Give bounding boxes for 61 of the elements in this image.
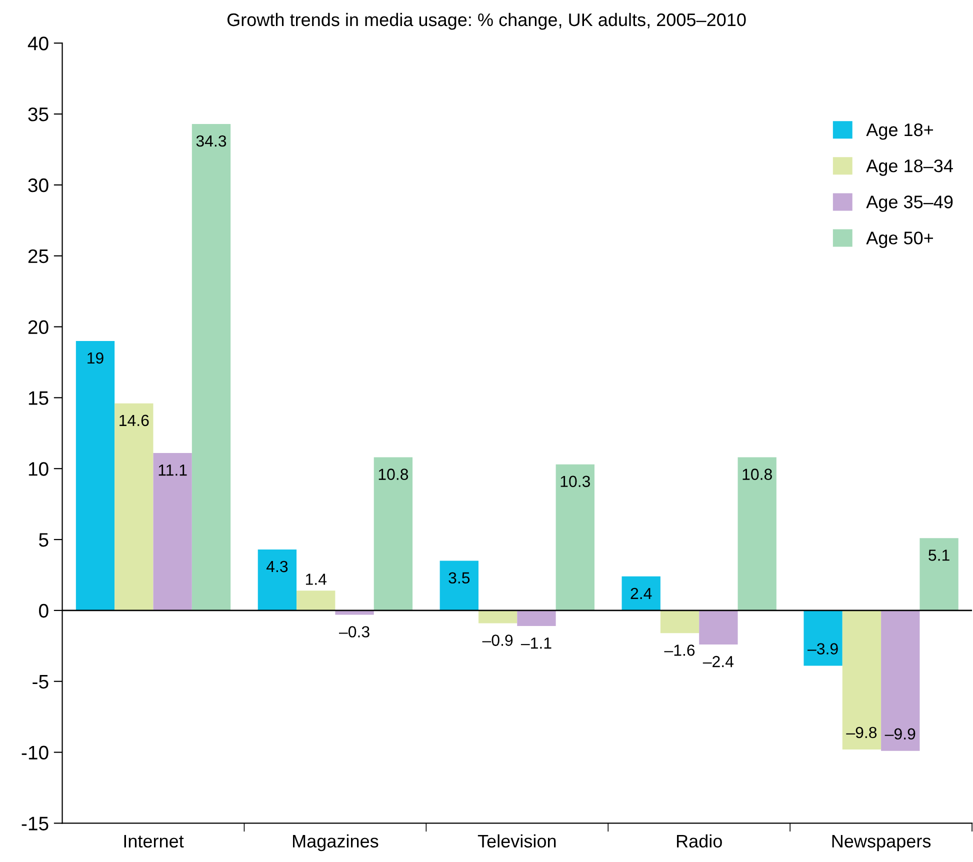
bar	[804, 610, 842, 666]
data-label: 3.5	[448, 572, 470, 584]
data-label: 19	[88, 352, 104, 364]
legend-label: Age 35–49	[866, 196, 953, 212]
data-label: –9.9	[884, 728, 916, 740]
bar	[114, 403, 154, 610]
data-label: 34.3	[196, 135, 226, 147]
bar	[374, 457, 413, 610]
data-label: –1.1	[520, 638, 552, 649]
bar	[622, 576, 660, 610]
y-tick-label: 25	[28, 249, 48, 264]
y-tick-label: -15	[22, 816, 48, 830]
y-tick-label: 0	[39, 604, 48, 618]
data-label: –2.4	[702, 656, 734, 668]
data-label: –0.9	[482, 634, 513, 646]
data-label: 2.4	[630, 588, 652, 599]
data-label: 4.3	[266, 560, 288, 572]
data-label: 1.4	[306, 574, 326, 585]
y-tick-label: 5	[39, 533, 48, 547]
bar	[153, 453, 192, 610]
data-label: 10.8	[378, 468, 408, 480]
bar	[920, 538, 958, 610]
data-label: 14.6	[120, 414, 149, 426]
y-tick-label: -10	[22, 746, 48, 760]
y-tick-label: -5	[32, 675, 48, 689]
bar	[881, 610, 920, 751]
data-label: 11.1	[158, 464, 187, 476]
data-label: –3.9	[808, 643, 838, 654]
x-tick-label: Radio	[676, 834, 722, 848]
y-tick-label: 30	[28, 178, 48, 192]
x-tick-label: Internet	[124, 834, 184, 848]
data-label: 5.1	[928, 550, 950, 561]
x-tick-label: Television	[478, 834, 556, 848]
legend-label: Age 18+	[866, 123, 933, 140]
x-tick-label: Magazines	[293, 834, 378, 852]
legend-label: Age 50+	[866, 232, 933, 248]
bar	[556, 464, 594, 610]
bar	[76, 340, 115, 610]
y-tick-label: 35	[28, 107, 48, 122]
bar	[699, 610, 738, 644]
y-tick-label: 40	[28, 36, 48, 50]
chart-title: Growth trends in media usage: % change, UK adults, 2005–2010	[227, 12, 746, 30]
legend-label: Age 18–34	[866, 159, 953, 176]
data-label: –1.6	[664, 644, 695, 656]
bar	[517, 610, 556, 626]
y-tick-label: 10	[28, 462, 48, 476]
bar	[660, 610, 700, 634]
y-tick-label: 15	[28, 391, 48, 405]
data-label: 10.8	[742, 468, 772, 480]
data-label: 10.3	[560, 476, 590, 488]
x-tick-label: Newspapers	[832, 834, 931, 852]
bar	[192, 124, 231, 610]
bar	[440, 560, 478, 610]
bar	[258, 549, 297, 610]
bar	[842, 610, 882, 750]
bar	[478, 610, 518, 624]
y-tick-label: 20	[28, 320, 48, 334]
data-label: –9.8	[846, 726, 877, 738]
bar	[296, 590, 336, 610]
bar	[738, 457, 776, 610]
data-label: –0.3	[338, 626, 370, 638]
